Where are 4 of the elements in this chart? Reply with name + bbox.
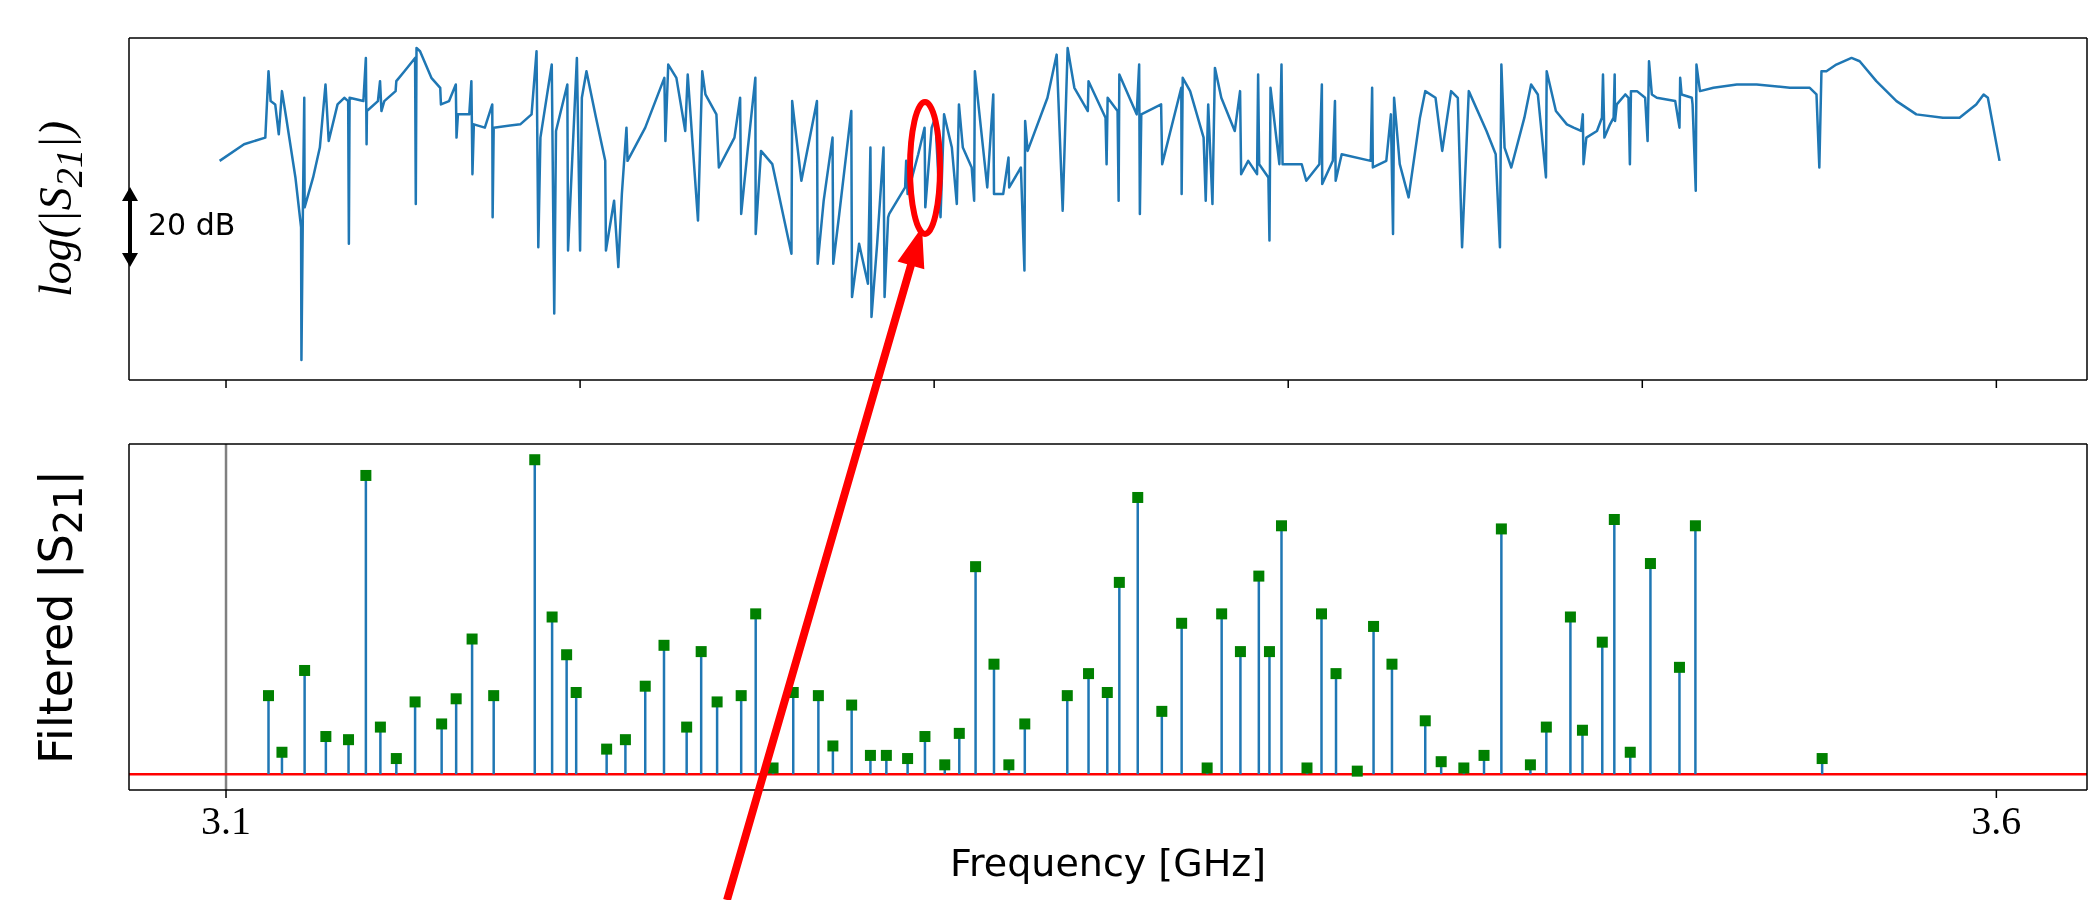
- x-tick-label: 3.1: [201, 798, 252, 843]
- x-axis-title: Frequency [GHz]: [949, 841, 1267, 885]
- x-tick-label: 3.6: [1971, 798, 2022, 843]
- annotation: 20 dB: [148, 207, 236, 242]
